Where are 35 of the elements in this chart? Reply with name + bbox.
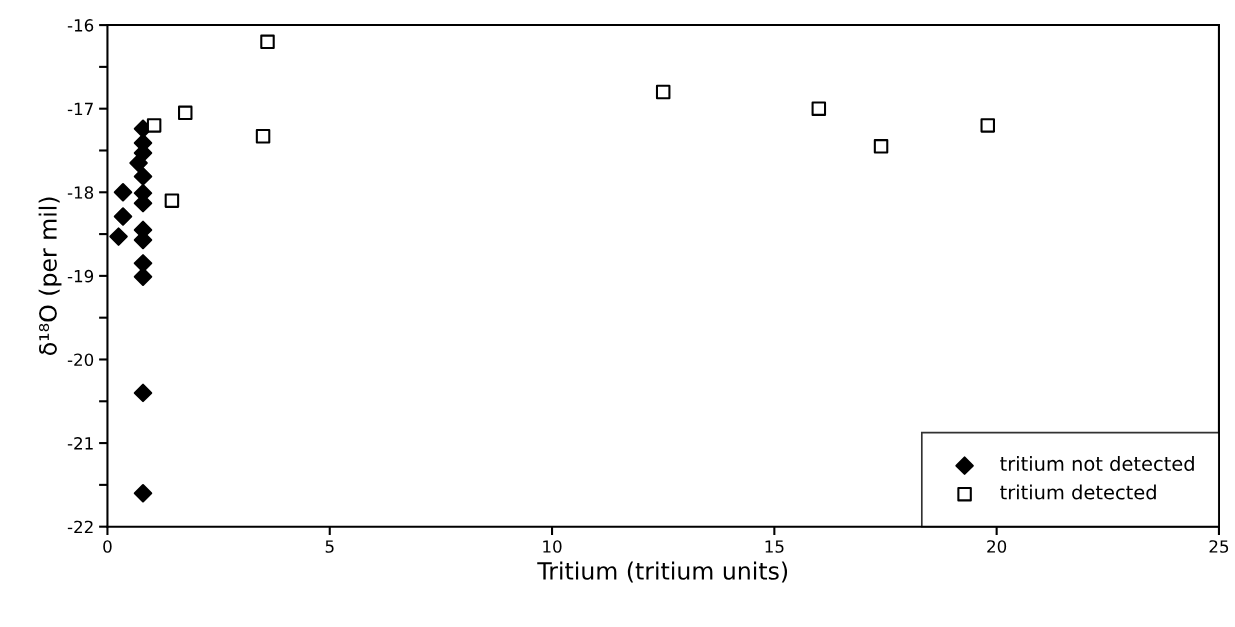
y-tick-label: -16 — [67, 19, 94, 32]
x-tick-label: 20 — [987, 540, 1007, 553]
point — [260, 34, 275, 50]
point — [980, 118, 995, 133]
y-tick-label: -19 — [67, 269, 94, 283]
x-tick-label: 25 — [1209, 540, 1229, 553]
x-tick-label: 5 — [325, 540, 334, 553]
point — [164, 193, 180, 208]
point — [178, 105, 193, 121]
point — [109, 227, 128, 246]
x-axis-title: Tritium (tritium units) — [537, 561, 788, 583]
x-tick-label: 15 — [765, 540, 784, 553]
point — [129, 153, 148, 173]
x-tick-label: 0 — [103, 540, 112, 553]
point — [255, 129, 271, 144]
point — [133, 383, 153, 403]
legend-label: tritium not detected — [1000, 455, 1194, 472]
y-tick-label: -17 — [67, 102, 93, 116]
y-tick-label: -20 — [67, 353, 94, 367]
point — [873, 139, 889, 154]
point — [133, 267, 153, 286]
point — [113, 207, 133, 226]
point — [133, 483, 153, 503]
y-tick-label: -22 — [67, 520, 93, 534]
point — [655, 84, 671, 100]
y-tick-label: -18 — [67, 186, 94, 199]
point — [133, 167, 153, 186]
y-axis-title: δ¹⁸O (per mil) — [38, 197, 62, 355]
y-tick-label: -21 — [67, 437, 93, 450]
point — [113, 183, 133, 202]
legend-label: tritium detected — [1000, 484, 1156, 500]
point — [146, 118, 162, 133]
point — [811, 101, 827, 116]
x-tick-label: 10 — [543, 540, 562, 553]
point — [133, 254, 153, 273]
